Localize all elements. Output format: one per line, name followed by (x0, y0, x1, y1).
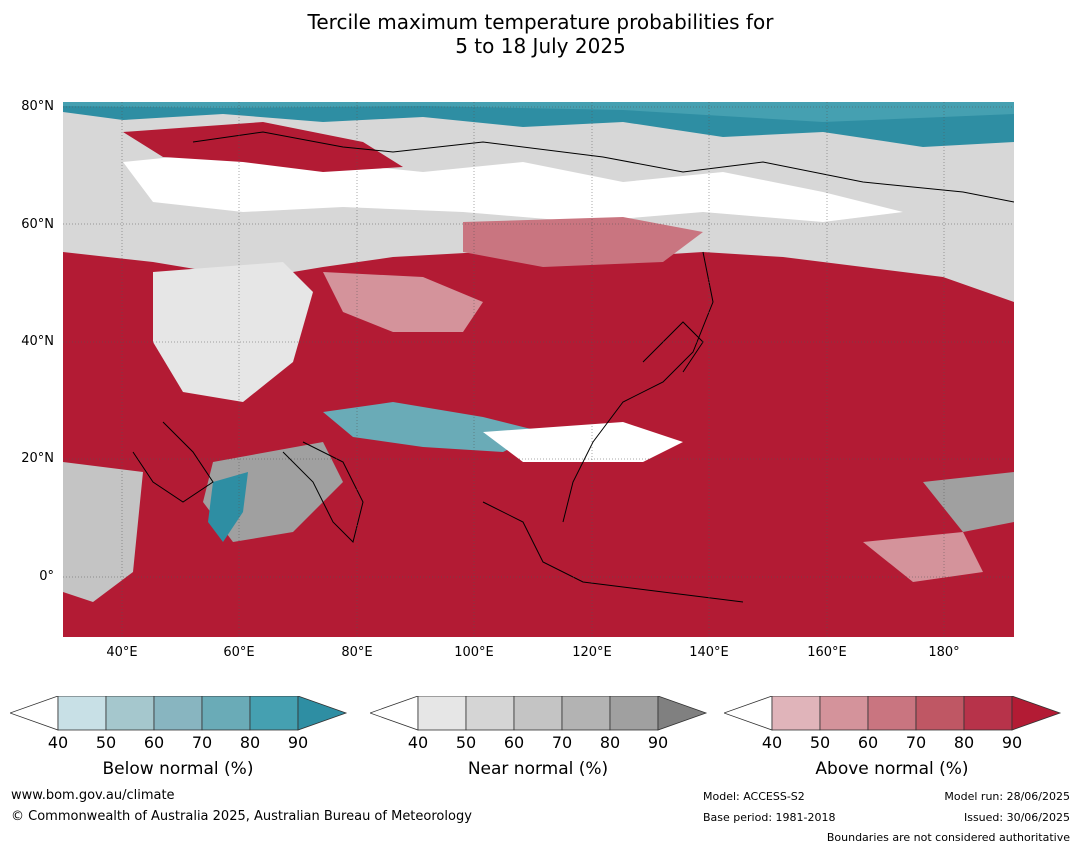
below-tick-50: 50 (96, 733, 116, 752)
colorbar-near-svg: 40 50 60 70 80 90 (368, 695, 708, 752)
below-swatch-40-50 (57, 695, 107, 731)
colorbar-above-svg: 40 50 60 70 80 90 (722, 695, 1062, 752)
above-swatch-60-70 (867, 695, 917, 731)
colorbar-below-svg: 40 50 60 70 80 90 (8, 695, 348, 752)
footer-model: Model: ACCESS-S2 (703, 790, 805, 803)
footer-copyright: © Commonwealth of Australia 2025, Austra… (11, 809, 472, 824)
lon-label-40e: 40°E (106, 645, 138, 660)
above-swatch-70-80 (915, 695, 965, 731)
lat-label-40n: 40°N (21, 334, 54, 349)
near-tick-90: 90 (648, 733, 668, 752)
footer-boundaries-note: Boundaries are not considered authoritat… (826, 831, 1070, 844)
colorbar-above-label: Above normal (%) (815, 759, 969, 779)
below-tick-60: 60 (144, 733, 164, 752)
south-china-white (483, 422, 683, 462)
below-swatch-80-90 (249, 695, 299, 731)
near-swatch-80-90 (609, 695, 659, 731)
central-asia-near-normal (153, 262, 313, 402)
near-tick-50: 50 (456, 733, 476, 752)
above-swatch-40-50 (771, 695, 821, 731)
mongolia-above (323, 272, 483, 332)
footer-issued: Issued: 30/06/2025 (963, 811, 1070, 824)
below-tick-40: 40 (48, 733, 68, 752)
above-tick-90: 90 (1002, 733, 1022, 752)
near-tick-60: 60 (504, 733, 524, 752)
coastlines (132, 131, 1015, 603)
arabia-coast (132, 421, 214, 503)
below-swatch-70-80 (201, 695, 251, 731)
japan-coast (642, 321, 704, 373)
lat-label-0: 0° (39, 569, 54, 584)
arabian-sea-below-normal (208, 472, 248, 542)
lat-label-80n: 80°N (21, 99, 54, 114)
lon-label-140e: 140°E (689, 645, 729, 660)
near-tick-40: 40 (408, 733, 428, 752)
colorbar-below-normal: 40 50 60 70 80 90 (8, 695, 350, 760)
lon-label-180: 180° (928, 645, 960, 660)
graticule (63, 102, 1014, 637)
near-swatch-70-80 (561, 695, 611, 731)
above-tick-70: 70 (906, 733, 926, 752)
below-tick-90: 90 (288, 733, 308, 752)
above-swatch-gt90 (1011, 695, 1062, 731)
above-tick-50: 50 (810, 733, 830, 752)
lon-label-80e: 80°E (341, 645, 373, 660)
pacific-near-normal (923, 472, 1014, 532)
colorbar-near-label: Near normal (%) (467, 759, 609, 779)
above-swatch-50-60 (819, 695, 869, 731)
colorbar-near-normal: 40 50 60 70 80 90 (368, 695, 710, 760)
footer-base-period: Base period: 1981-2018 (703, 811, 836, 824)
below-swatch-60-70 (153, 695, 203, 731)
map-svg (63, 102, 1015, 637)
below-swatch-lt40 (8, 695, 59, 731)
arctic-coast (192, 131, 1015, 203)
footer-model-run: Model run: 28/06/2025 (944, 790, 1070, 803)
below-swatch-gt90 (297, 695, 348, 731)
above-tick-60: 60 (858, 733, 878, 752)
east-asia-coast (562, 251, 714, 523)
probability-map (63, 102, 1015, 637)
west-siberia-above (123, 122, 403, 172)
colorbar-below-label: Below normal (%) (102, 759, 254, 779)
lon-label-160e: 160°E (807, 645, 847, 660)
footer-url: www.bom.gov.au/climate (11, 788, 175, 803)
india-coast (282, 441, 364, 543)
himalaya-below-normal (323, 402, 543, 452)
above-tick-40: 40 (762, 733, 782, 752)
indonesia-coast (482, 501, 744, 603)
map-title: Tercile maximum temperature probabilitie… (0, 10, 1081, 58)
lon-label-120e: 120°E (572, 645, 612, 660)
near-swatch-50-60 (465, 695, 515, 731)
near-tick-80: 80 (600, 733, 620, 752)
below-swatch-50-60 (105, 695, 155, 731)
below-tick-70: 70 (192, 733, 212, 752)
pacific-above-weak (863, 532, 983, 582)
above-tick-80: 80 (954, 733, 974, 752)
near-swatch-60-70 (513, 695, 563, 731)
colorbar-above-normal: 40 50 60 70 80 90 (722, 695, 1064, 760)
near-swatch-gt90 (657, 695, 708, 731)
near-swatch-lt40 (368, 695, 419, 731)
lon-label-60e: 60°E (223, 645, 255, 660)
title-line-2: 5 to 18 July 2025 (455, 34, 626, 58)
lon-label-100e: 100°E (454, 645, 494, 660)
near-tick-70: 70 (552, 733, 572, 752)
near-swatch-40-50 (417, 695, 467, 731)
above-swatch-80-90 (963, 695, 1013, 731)
below-tick-80: 80 (240, 733, 260, 752)
title-line-1: Tercile maximum temperature probabilitie… (307, 10, 774, 34)
lat-label-60n: 60°N (21, 217, 54, 232)
central-siberia-above (463, 217, 703, 267)
lat-label-20n: 20°N (21, 451, 54, 466)
east-africa-near-normal (63, 462, 143, 602)
above-swatch-lt40 (722, 695, 773, 731)
